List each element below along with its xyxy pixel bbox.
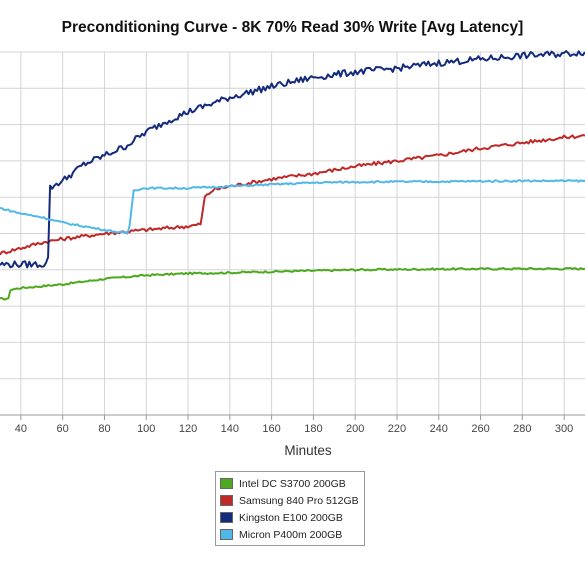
series-line [0,179,585,235]
x-tick-label: 260 [471,423,489,435]
series-line [0,134,585,256]
x-axis-label: Minutes [284,443,332,458]
x-tick-label: 220 [388,423,406,435]
x-tick-label: 120 [179,423,197,435]
x-tick-label: 180 [304,423,322,435]
x-tick-label: 300 [555,423,573,435]
legend-swatch [220,495,233,506]
x-tick-label: 240 [430,423,448,435]
series-line [0,267,585,301]
x-tick-label: 60 [57,423,69,435]
chart-title: Preconditioning Curve - 8K 70% Read 30% … [61,19,524,36]
x-tick-label: 40 [15,423,27,435]
x-tick-label: 100 [137,423,155,435]
legend-label: Samsung 840 Pro 512GB [239,494,359,507]
x-tick-label: 80 [98,423,110,435]
legend-label: Micron P400m 200GB [239,528,343,541]
legend-swatch [220,478,233,489]
legend-item: Intel DC S3700 200GB [220,475,360,492]
x-tick-label: 280 [513,423,531,435]
x-tick-label: 200 [346,423,364,435]
series-line [0,50,585,269]
legend-item: Kingston E100 200GB [220,509,360,526]
legend-label: Intel DC S3700 200GB [239,477,346,490]
legend-label: Kingston E100 200GB [239,511,343,524]
legend-item: Micron P400m 200GB [220,526,360,543]
legend-swatch [220,512,233,523]
legend-swatch [220,529,233,540]
legend-item: Samsung 840 Pro 512GB [220,492,360,509]
x-tick-label: 140 [221,423,239,435]
legend: Intel DC S3700 200GB Samsung 840 Pro 512… [215,471,365,546]
x-tick-label: 160 [262,423,280,435]
